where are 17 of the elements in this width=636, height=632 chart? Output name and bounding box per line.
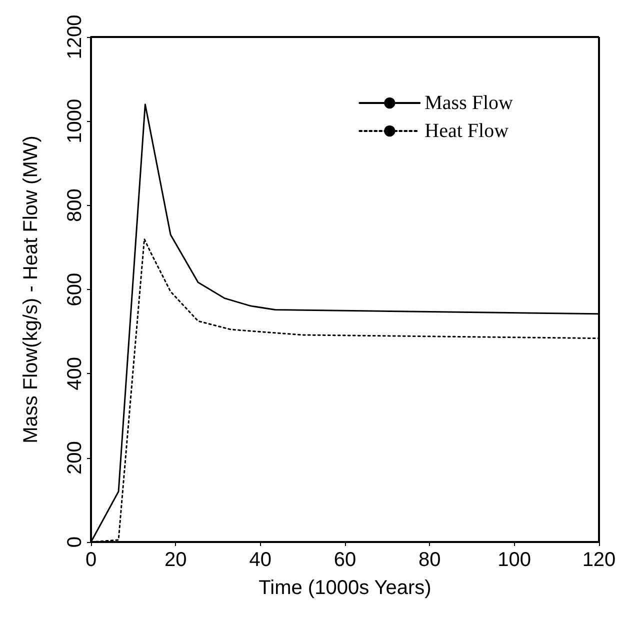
y-tick-label: 0: [64, 536, 86, 548]
y-tick-label: 800: [64, 188, 86, 222]
x-tick-label: 20: [164, 549, 187, 571]
x-tick-label: 120: [582, 549, 616, 571]
y-tick-label: 200: [64, 441, 86, 475]
y-tick-label: 400: [64, 356, 86, 390]
y-tick-label: 600: [64, 272, 86, 306]
legend-label: Heat Flow: [424, 120, 510, 142]
legend-label: Mass Flow: [424, 92, 514, 114]
y-tick-label: 1200: [64, 14, 86, 60]
y-axis-title: Mass Flow(kg/s) - Heat Flow (MW): [20, 136, 42, 444]
x-tick-label: 100: [498, 549, 532, 571]
y-tick-label: 1000: [64, 98, 86, 144]
x-tick-label: 60: [334, 549, 356, 571]
x-tick-label: 40: [249, 549, 272, 571]
x-axis-title: Time (1000s Years): [258, 577, 432, 599]
x-tick-label: 80: [418, 549, 441, 571]
